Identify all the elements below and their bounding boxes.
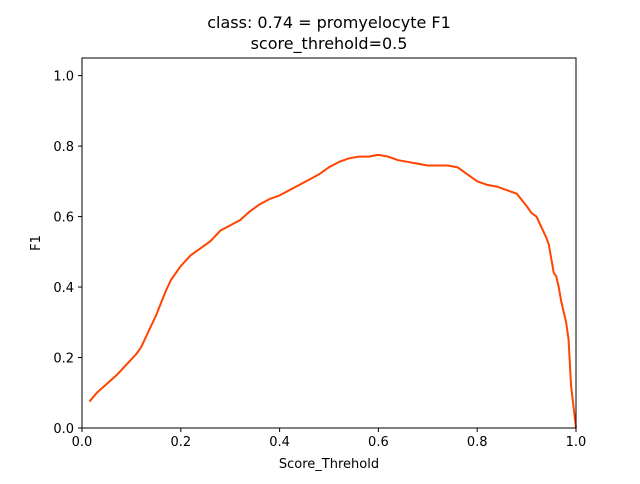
plot-area: [88, 153, 577, 429]
series-line-0: [88, 153, 577, 429]
y-tick-label: 0.8: [53, 140, 74, 155]
chart-title: class: 0.74 = promyelocyte F1: [207, 13, 451, 32]
x-tick-label: 0.6: [368, 435, 389, 450]
y-tick-label: 0.0: [53, 422, 74, 437]
x-tick-label: 0.8: [467, 435, 488, 450]
y-tick-label: 0.6: [53, 211, 74, 226]
plot-frame: [81, 57, 577, 429]
y-axis-ticks: 0.0 0.2 0.4 0.6 0.8 1.0: [53, 70, 82, 437]
x-axis-ticks: 0.0 0.2 0.4 0.6 0.8 1.0: [72, 428, 587, 450]
y-tick-label: 0.2: [53, 352, 74, 367]
x-tick-label: 0.2: [170, 435, 191, 450]
chart-subtitle: score_threhold=0.5: [251, 34, 408, 54]
y-axis-label: F1: [29, 235, 44, 251]
x-tick-label: 1.0: [566, 435, 587, 450]
x-tick-label: 0.0: [72, 435, 93, 450]
y-tick-label: 1.0: [53, 70, 74, 85]
x-axis-label: Score_Threhold: [279, 457, 379, 472]
y-tick-label: 0.4: [53, 281, 74, 296]
x-tick-label: 0.4: [269, 435, 290, 450]
